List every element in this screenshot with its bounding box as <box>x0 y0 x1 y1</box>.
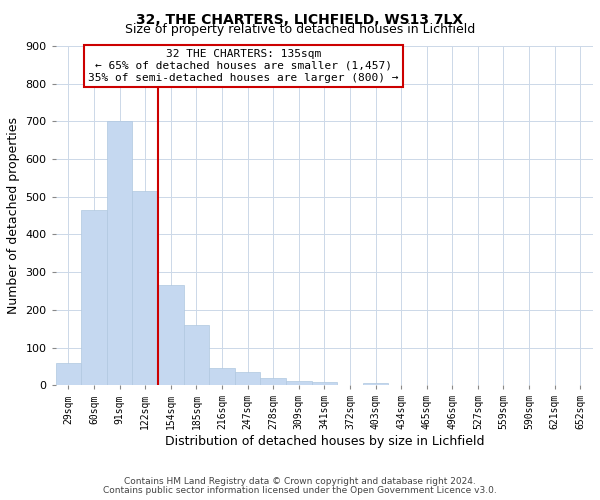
X-axis label: Distribution of detached houses by size in Lichfield: Distribution of detached houses by size … <box>164 435 484 448</box>
Text: 32 THE CHARTERS: 135sqm
← 65% of detached houses are smaller (1,457)
35% of semi: 32 THE CHARTERS: 135sqm ← 65% of detache… <box>88 50 399 82</box>
Bar <box>260 378 286 385</box>
Bar <box>133 191 158 385</box>
Y-axis label: Number of detached properties: Number of detached properties <box>7 117 20 314</box>
Bar <box>235 372 260 385</box>
Bar <box>184 325 209 385</box>
Bar <box>209 368 235 385</box>
Bar <box>81 210 107 385</box>
Text: 32, THE CHARTERS, LICHFIELD, WS13 7LX: 32, THE CHARTERS, LICHFIELD, WS13 7LX <box>136 12 464 26</box>
Bar <box>286 380 311 385</box>
Bar <box>311 382 337 385</box>
Bar <box>363 384 388 385</box>
Text: Size of property relative to detached houses in Lichfield: Size of property relative to detached ho… <box>125 22 475 36</box>
Bar <box>158 286 184 385</box>
Text: Contains HM Land Registry data © Crown copyright and database right 2024.: Contains HM Land Registry data © Crown c… <box>124 477 476 486</box>
Bar <box>107 122 133 385</box>
Text: Contains public sector information licensed under the Open Government Licence v3: Contains public sector information licen… <box>103 486 497 495</box>
Bar <box>56 362 81 385</box>
